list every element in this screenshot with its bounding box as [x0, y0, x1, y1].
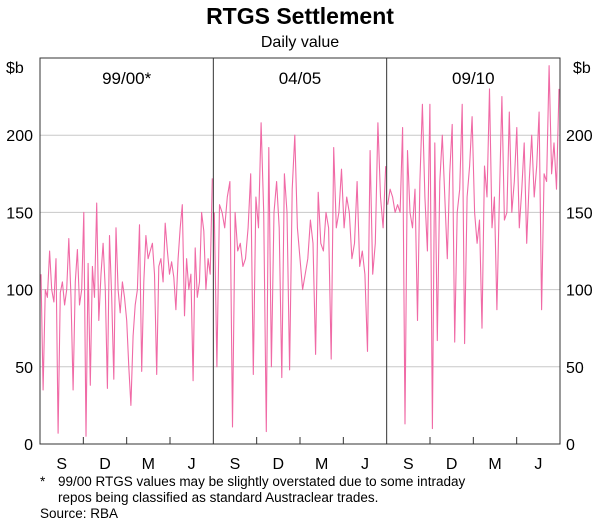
y-unit-left: $b [6, 60, 24, 77]
plot-border [39, 57, 561, 445]
y-tick-label-right: 150 [566, 205, 593, 222]
chart-title: RTGS Settlement [206, 3, 394, 29]
x-tick-label: D [99, 456, 111, 473]
panel-label: 09/10 [452, 69, 495, 88]
footnote-marker: * [40, 474, 46, 489]
y-unit-right: $b [573, 60, 591, 77]
footnote: * 99/00 RTGS values may be slightly over… [40, 474, 465, 522]
plot-frame [39, 57, 561, 445]
x-tick-label: J [188, 456, 196, 473]
y-tick-label-right: 0 [566, 437, 575, 454]
y-tick-label-left: 50 [15, 360, 33, 377]
x-tick-label: D [446, 456, 458, 473]
y-tick-label-left: 150 [6, 205, 33, 222]
source: Source: RBA [40, 506, 119, 521]
panel-label: 04/05 [279, 69, 322, 88]
x-tick-label: D [273, 456, 285, 473]
x-tick-label: M [315, 456, 328, 473]
gridlines [40, 134, 560, 368]
series-line-0405 [213, 122, 387, 433]
y-tick-label-right: 100 [566, 283, 593, 300]
footnote-line1: 99/00 RTGS values may be slightly overst… [58, 474, 466, 489]
x-tick-label: J [534, 456, 542, 473]
series-line-9900 [40, 178, 213, 437]
y-tick-label-right: 50 [566, 360, 584, 377]
y-tick-label-left: 0 [24, 437, 33, 454]
y-tick-label-right: 200 [566, 128, 593, 145]
axis-labels: 0 0 50 50 100 100 150 150 200 200 99/00* S D M J 04/05 S… [6, 69, 593, 473]
x-tick-label: S [230, 456, 241, 473]
series-line-0910 [387, 65, 560, 430]
panel-label: 99/00* [102, 69, 152, 88]
y-tick-label-left: 200 [6, 128, 33, 145]
x-tick-label: M [488, 456, 501, 473]
chart-subtitle: Daily value [261, 34, 339, 51]
footnote-line2: repos being classified as standard Austr… [58, 490, 379, 505]
x-tick-label: J [361, 456, 369, 473]
y-tick-label-left: 100 [6, 283, 33, 300]
series-group [40, 65, 560, 437]
x-tick-label: M [142, 456, 155, 473]
x-tick-label: S [56, 456, 67, 473]
x-tick-label: S [403, 456, 414, 473]
